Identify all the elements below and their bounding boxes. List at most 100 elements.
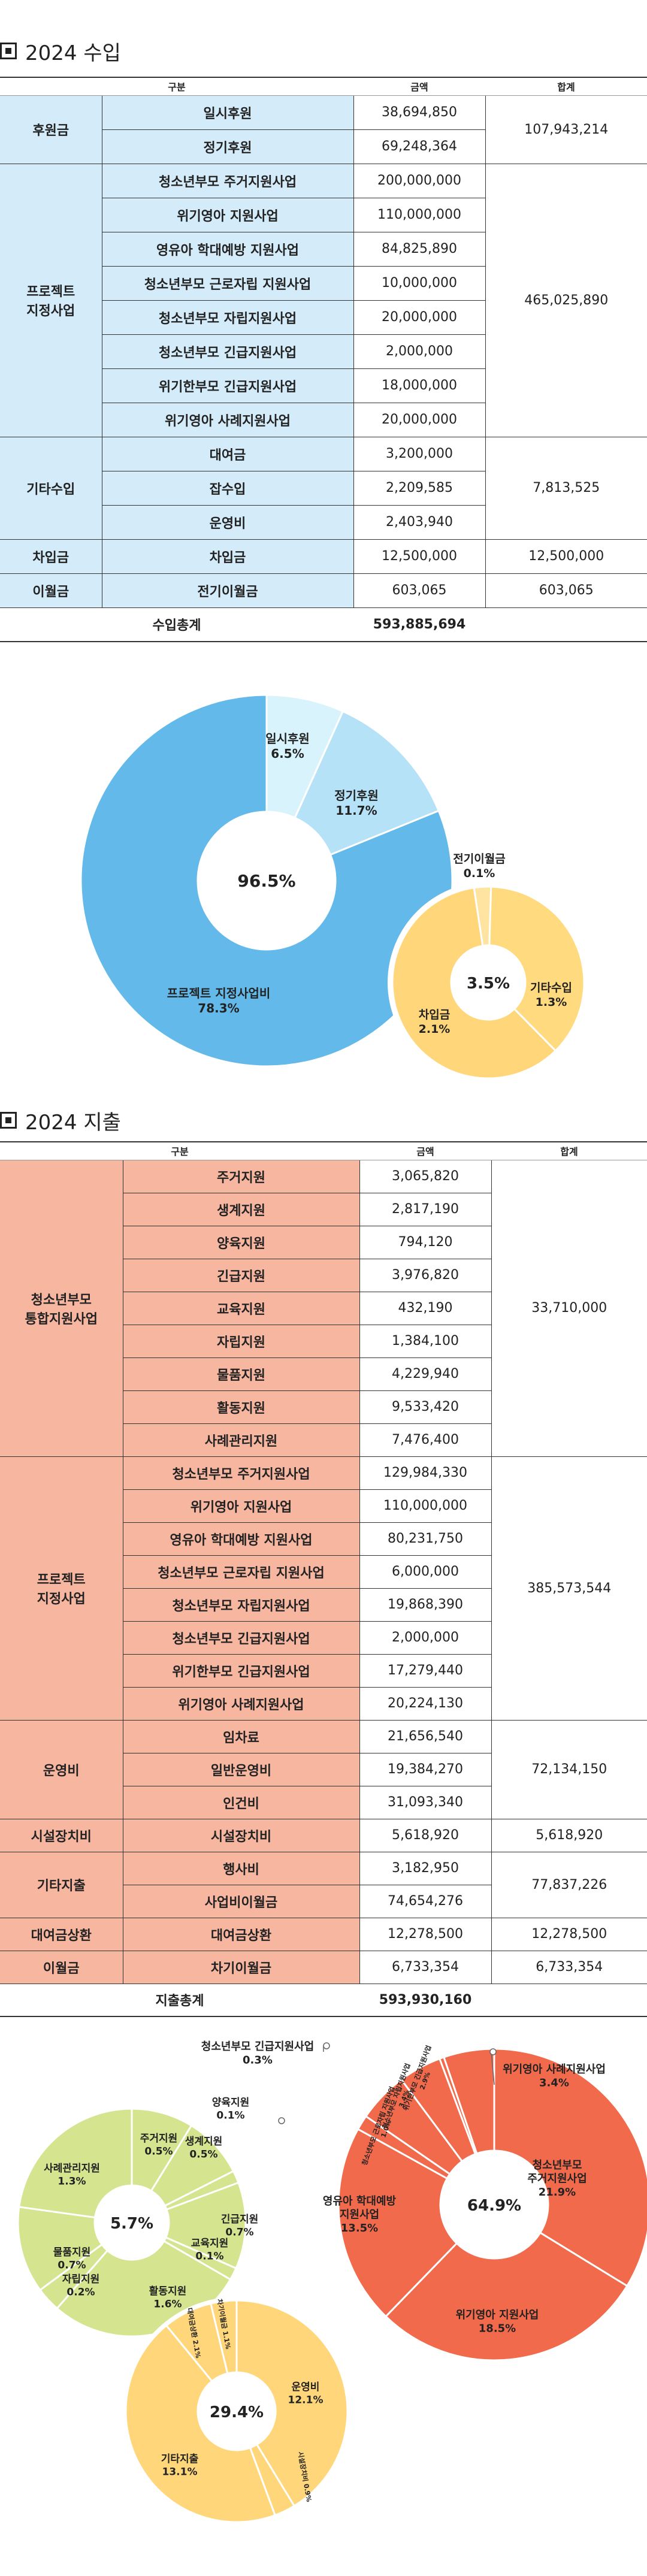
table-row: 시설장치비 시설장치비 5,618,920 5,618,920 (0, 1819, 647, 1852)
item-label: 차기이월금 (123, 1951, 360, 1984)
item-label: 청소년부모 근로자립 지원사업 (102, 266, 354, 301)
group-total: 603,065 (485, 573, 647, 608)
item-label: 영유아 학대예방 지원사업 (123, 1522, 360, 1556)
expense-green-center: 5.7% (110, 2215, 153, 2233)
item-label: 청소년부모 자립지원사업 (123, 1588, 360, 1622)
item-label: 청소년부모 긴급지원사업 (102, 334, 354, 369)
item-label: 시설장치비 (123, 1819, 360, 1852)
item-label: 청소년부모 근로자립 지원사업 (123, 1555, 360, 1589)
item-amount: 5,618,920 (359, 1819, 492, 1852)
income-section-title: 2024 수입 (0, 33, 121, 69)
table-row: 후원금 일시후원 38,694,850 107,943,214 (0, 95, 647, 164)
item-amount: 603,065 (353, 573, 486, 608)
grand-total-row: 지출총계 593,930,160 (0, 1984, 647, 2017)
grand-total-label: 수입총계 (0, 607, 354, 642)
income-main-label: 정기후원 11.7% (334, 788, 379, 818)
item-amount: 3,976,820 (359, 1259, 492, 1292)
item-amount: 7,476,400 (359, 1423, 492, 1457)
callout-line (491, 2051, 495, 2085)
item-amount: 31,093,340 (359, 1786, 492, 1819)
table-row: 영유아 학대예방 지원사업 84,825,890 (0, 232, 647, 267)
item-amount: 19,868,390 (359, 1588, 492, 1622)
header-total: 합계 (485, 77, 647, 96)
item-label: 주거지원 (123, 1160, 360, 1193)
grand-total-row: 수입총계 593,885,694 (0, 607, 647, 642)
income-main-label: 프로젝트 지정사업비 78.3% (167, 986, 271, 1015)
item-amount: 200,000,000 (353, 164, 486, 198)
item-amount: 74,654,276 (359, 1885, 492, 1918)
item-amount: 19,384,270 (359, 1753, 492, 1786)
income-main-hole (198, 812, 335, 950)
expense-yellow-label: 운영비 12.1% (288, 2381, 324, 2406)
expense-green-callout-label: 양육지원 0.1% (212, 2097, 250, 2121)
expense-green-label: 교육지원 0.1% (191, 2238, 229, 2262)
table-row: 위기영아 지원사업 110,000,000 (0, 1489, 647, 1523)
item-label: 사례관리지원 (123, 1423, 360, 1457)
table-row: 이월금 전기이월금 603,065 603,065 (0, 573, 647, 608)
item-amount: 20,000,000 (353, 300, 486, 335)
expense-green-label: 생계지원 0.5% (185, 2136, 223, 2160)
header-category: 구분 (0, 77, 354, 96)
group-total: 77,837,226 (491, 1852, 647, 1918)
table-row: 정기후원 69,248,364 (0, 129, 647, 164)
group-label: 대여금상환 (0, 1918, 123, 1951)
expense-yellow-center: 29.4% (210, 2403, 264, 2421)
item-label: 교육지원 (123, 1292, 360, 1325)
header-amount: 금액 (359, 1141, 492, 1160)
table-row: 사례관리지원 7,476,400 (0, 1423, 647, 1457)
item-amount: 2,403,940 (353, 505, 486, 540)
item-label: 청소년부모 긴급지원사업 (123, 1621, 360, 1655)
item-label: 일시후원 (102, 95, 354, 130)
table-row: 대여금상환 대여금상환 12,278,500 12,278,500 (0, 1918, 647, 1951)
item-amount: 10,000,000 (353, 266, 486, 301)
item-amount: 129,984,330 (359, 1456, 492, 1490)
group-total: 465,025,890 (485, 164, 647, 437)
item-amount: 3,065,820 (359, 1160, 492, 1193)
item-label: 전기이월금 (102, 573, 354, 608)
callout-dot (278, 2117, 285, 2124)
item-label: 생계지원 (123, 1193, 360, 1226)
item-amount: 1,384,100 (359, 1325, 492, 1358)
item-amount: 2,000,000 (353, 334, 486, 369)
item-label: 청소년부모 주거지원사업 (123, 1456, 360, 1490)
table-row: 활동지원 9,533,420 (0, 1390, 647, 1424)
group-label: 기타수입 (0, 437, 102, 540)
table-row: 양육지원 794,120 (0, 1226, 647, 1259)
expense-red-label: 청소년부모 주거지원사업 21.9% (527, 2159, 586, 2199)
expense-yellow-hole (198, 2372, 276, 2450)
group-total: 12,278,500 (491, 1918, 647, 1951)
grand-total-empty (491, 1984, 647, 2017)
expense-red-hole (440, 2151, 548, 2258)
income-sub-label: 차입금 2.1% (419, 1008, 451, 1036)
group-total: 72,134,150 (491, 1720, 647, 1819)
item-amount: 4,229,940 (359, 1357, 492, 1391)
item-amount: 794,120 (359, 1226, 492, 1259)
grand-total-label: 지출총계 (0, 1984, 360, 2017)
item-amount: 3,182,950 (359, 1852, 492, 1885)
item-label: 정기후원 (102, 129, 354, 164)
expense-red-callout-label: 위기영아 사례지원사업 3.4% (503, 2063, 606, 2090)
table-row: 일반운영비 19,384,270 (0, 1753, 647, 1786)
expense-red-callout-label: 청소년부모 긴급지원사업 0.3% (201, 2040, 314, 2067)
expense-section-title: 2024 지출 (0, 1102, 121, 1138)
item-label: 사업비이월금 (123, 1885, 360, 1918)
table-row: 청소년부모 긴급지원사업 2,000,000 (0, 334, 647, 369)
group-total: 6,733,354 (491, 1951, 647, 1984)
income-main-label: 일시후원 6.5% (265, 731, 310, 761)
table-row: 프로젝트 지정사업 청소년부모 주거지원사업 200,000,000 465,025,… (0, 164, 647, 437)
table-row: 자립지원 1,384,100 (0, 1325, 647, 1358)
item-label: 위기영아 사례지원사업 (102, 403, 354, 437)
callout-dot (323, 2042, 330, 2049)
table-row: 청소년부모 근로자립 지원사업 6,000,000 (0, 1555, 647, 1589)
item-label: 대여금상환 (123, 1918, 360, 1951)
group-total: 12,500,000 (485, 539, 647, 574)
item-label: 물품지원 (123, 1357, 360, 1391)
grand-total-value: 593,930,160 (359, 1984, 492, 2017)
item-label: 행사비 (123, 1852, 360, 1885)
expense-green-label: 사례관리지원 1.3% (44, 2163, 100, 2187)
item-label: 임차료 (123, 1720, 360, 1753)
expense-table: 구분 금액 합계 청소년부모 통합지원사업 주거지원 3,065,820 33,710,00… (0, 1141, 647, 2017)
item-label: 양육지원 (123, 1226, 360, 1259)
table-row: 이월금 차기이월금 6,733,354 6,733,354 (0, 1951, 647, 1984)
item-label: 잡수입 (102, 471, 354, 506)
